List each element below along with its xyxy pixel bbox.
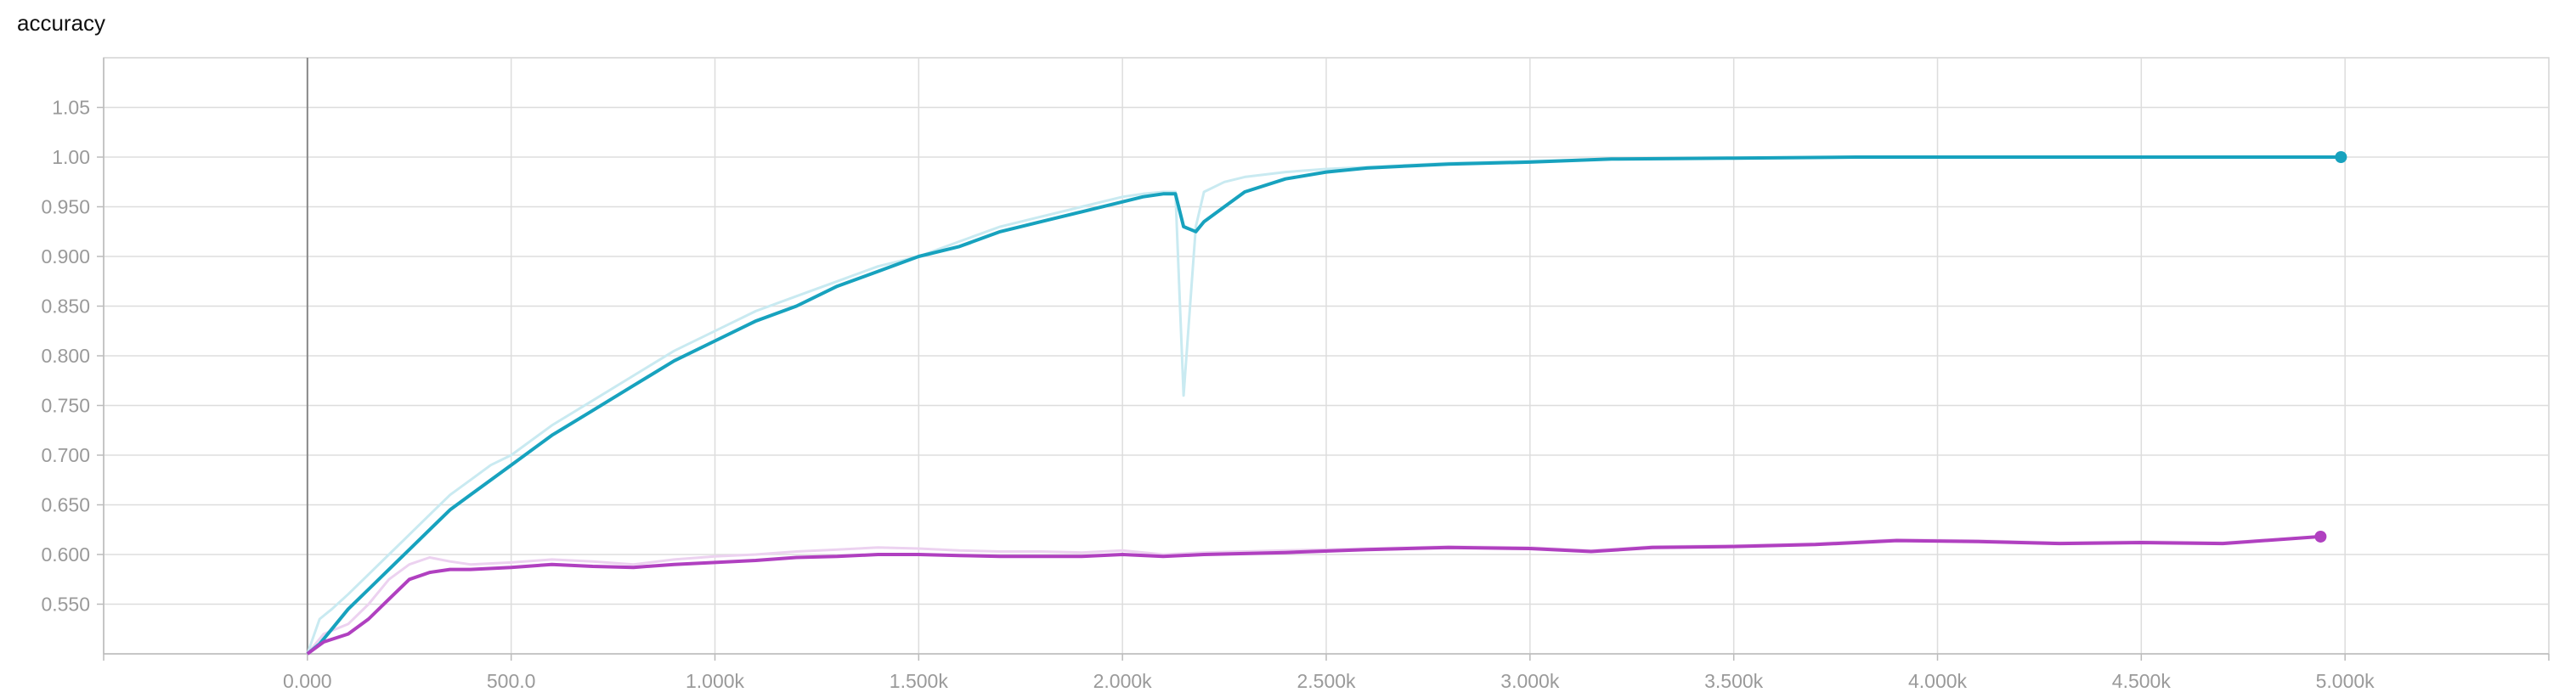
y-tick-label: 0.700 [41,444,90,466]
chart-title: accuracy [17,10,106,36]
y-tick-label: 0.550 [41,594,90,616]
x-tick-label: 4.500k [2112,670,2172,692]
series-layer [306,151,2347,656]
y-tick-label: 0.850 [41,296,90,318]
x-tick-label: 0.000 [283,670,332,692]
y-tick-label: 0.950 [41,196,90,218]
y-tick-label: 0.750 [41,395,90,417]
x-tick-label: 3.500k [1704,670,1764,692]
axis-layer [97,58,2550,661]
y-tick-label: 0.650 [41,494,90,516]
x-tick-label: 2.000k [1093,670,1153,692]
x-tick-label: 500.0 [487,670,536,692]
x-tick-label: 1.000k [686,670,745,692]
y-tick-label: 0.900 [41,245,90,267]
x-tick-label: 4.000k [1908,670,1968,692]
series-1-line [306,534,2321,656]
y-tick-label: 0.800 [41,345,90,367]
x-tick-label: 5.000k [2316,670,2375,692]
x-tick-label: 1.500k [890,670,949,692]
series-1-end-point [2314,530,2327,543]
tick-label-layer: 0.550 0.600 0.650 0.700 0.750 0.800 0.850 0.900… [41,97,2375,693]
x-tick-label: 3.000k [1500,670,1560,692]
x-tick-label: 2.500k [1296,670,1356,692]
series-0-end-point [2335,151,2347,163]
series-0-line [306,155,2342,656]
y-tick-label: 1.00 [52,146,90,168]
y-tick-label: 0.600 [41,543,90,566]
y-tick-label: 1.05 [52,97,90,119]
